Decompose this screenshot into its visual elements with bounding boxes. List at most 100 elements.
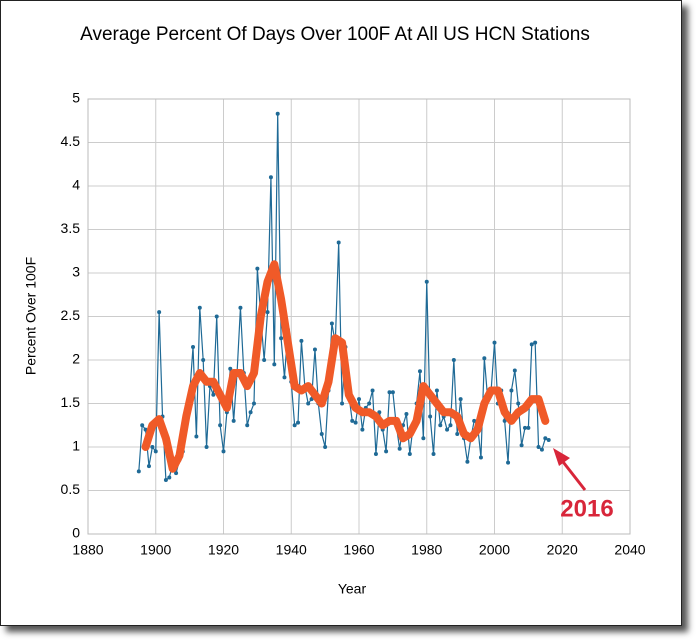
- point: [512, 368, 517, 373]
- point: [526, 425, 531, 430]
- point: [445, 427, 450, 432]
- point: [279, 336, 284, 341]
- point: [536, 445, 541, 449]
- point: [546, 438, 551, 443]
- point: [292, 423, 297, 428]
- point: [539, 447, 544, 452]
- series-line: [138, 113, 550, 481]
- point: [367, 401, 372, 406]
- point: [455, 431, 460, 436]
- point: [438, 423, 443, 428]
- y-tick-label: 2.5: [61, 307, 81, 323]
- point: [174, 471, 179, 476]
- y-tick-label: 0.5: [61, 481, 81, 497]
- point: [543, 436, 548, 441]
- point: [221, 449, 226, 454]
- y-tick-label: 4: [72, 177, 80, 193]
- point: [357, 397, 361, 402]
- point: [265, 310, 270, 315]
- x-tick-label: 1940: [276, 542, 307, 558]
- point: [458, 397, 463, 402]
- y-tick-label: 2: [72, 351, 80, 367]
- point: [384, 449, 389, 454]
- point: [336, 240, 341, 245]
- arrow-shaft: [558, 457, 587, 491]
- point: [150, 445, 155, 449]
- point: [218, 423, 223, 428]
- point: [167, 475, 172, 480]
- plot-frame: [87, 98, 631, 535]
- point: [519, 443, 524, 448]
- point: [245, 423, 250, 428]
- point: [516, 401, 521, 406]
- series-line: [141, 260, 550, 473]
- point: [299, 338, 304, 343]
- point: [157, 310, 162, 315]
- point: [492, 340, 497, 345]
- point: [377, 410, 382, 415]
- point: [387, 390, 392, 395]
- point: [509, 388, 514, 393]
- point: [140, 423, 145, 428]
- point: [482, 356, 487, 361]
- y-tick-label: 3.5: [61, 220, 81, 236]
- point: [191, 344, 196, 349]
- point: [251, 401, 256, 406]
- x-tick-label: 2040: [614, 542, 645, 558]
- y-axis-title: Percent Over 100F: [23, 257, 39, 375]
- point: [404, 411, 409, 416]
- point: [312, 347, 317, 352]
- point: [417, 369, 422, 374]
- point: [282, 375, 287, 380]
- point: [451, 358, 456, 362]
- point: [201, 358, 206, 362]
- point: [373, 451, 378, 456]
- point: [350, 418, 355, 423]
- chart-title: Average Percent Of Days Over 100F At All…: [80, 24, 590, 45]
- y-tick-label: 4.5: [61, 133, 81, 149]
- point: [431, 451, 436, 456]
- point: [214, 314, 219, 319]
- y-tick-label: 5: [72, 90, 80, 106]
- point: [197, 305, 202, 310]
- point: [448, 423, 453, 428]
- point: [529, 342, 534, 347]
- point: [407, 451, 412, 456]
- point: [238, 305, 243, 310]
- x-tick-label: 1920: [208, 542, 239, 558]
- point: [360, 427, 365, 432]
- point: [255, 266, 260, 271]
- point: [136, 469, 141, 474]
- point: [194, 434, 199, 439]
- point: [506, 460, 511, 465]
- point: [211, 392, 216, 397]
- point: [163, 478, 168, 483]
- point: [228, 366, 233, 371]
- point: [275, 111, 280, 116]
- point: [522, 425, 527, 430]
- point: [231, 418, 236, 423]
- frame: [0, 0, 682, 626]
- point: [465, 459, 470, 464]
- annotation: 2016: [560, 495, 613, 522]
- point: [421, 436, 426, 441]
- x-tick-label: 1880: [72, 542, 103, 558]
- x-tick-label: 2020: [547, 542, 578, 558]
- y-tick-label: 1: [72, 438, 80, 454]
- point: [262, 358, 267, 362]
- point: [323, 445, 328, 449]
- point: [428, 414, 433, 419]
- x-tick-label: 1980: [411, 542, 442, 558]
- x-tick-label: 2000: [479, 542, 510, 558]
- point: [434, 388, 439, 393]
- x-tick-label: 1900: [140, 542, 171, 558]
- point: [424, 279, 429, 284]
- point: [248, 410, 253, 415]
- point: [353, 420, 358, 425]
- point: [306, 401, 311, 406]
- point: [296, 420, 301, 425]
- point: [472, 418, 477, 423]
- point: [533, 340, 538, 345]
- x-tick-label: 1960: [343, 542, 374, 558]
